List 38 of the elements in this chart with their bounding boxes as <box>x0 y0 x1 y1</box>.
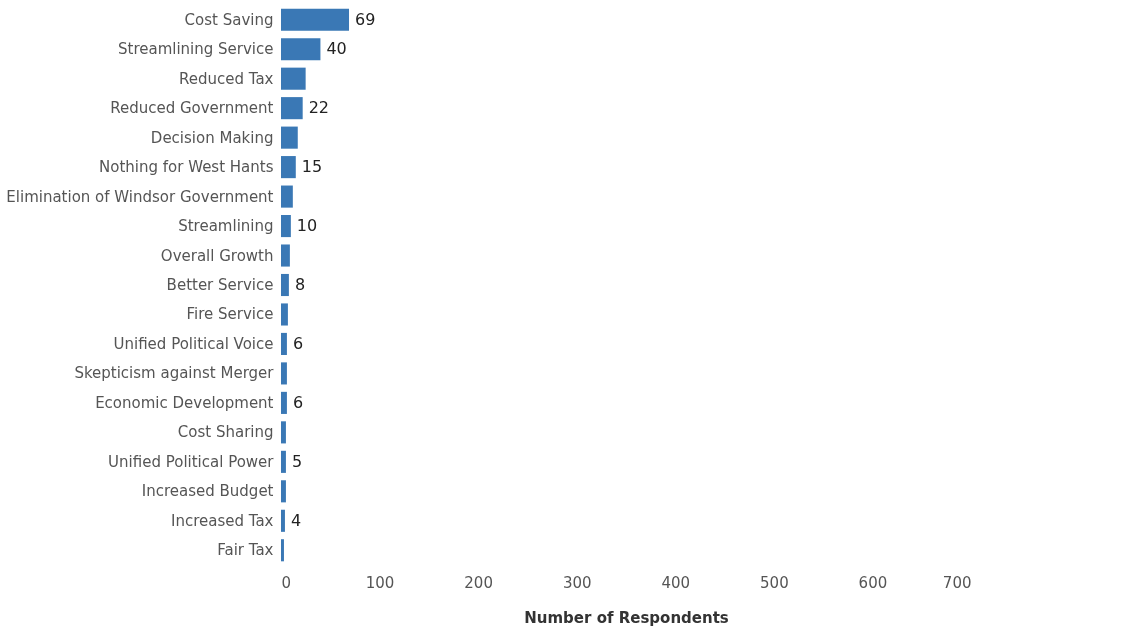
x-tick-label: 400 <box>661 573 691 592</box>
y-tick-label: Economic Development <box>95 393 274 412</box>
x-tick-label: 200 <box>464 573 493 592</box>
data-label: 6 <box>292 333 304 353</box>
data-label: 5 <box>291 451 303 471</box>
y-tick-label: Nothing for West Hants <box>99 158 274 177</box>
y-tick-label: Unified Political Power <box>108 452 275 471</box>
data-label: 22 <box>308 98 330 118</box>
x-tick-label: 100 <box>365 573 395 592</box>
data-label: 69 <box>355 9 376 29</box>
x-tick-label: 700 <box>942 573 972 592</box>
y-tick-label: Increased Budget <box>141 482 274 501</box>
y-tick-label: Reduced Tax <box>178 69 274 88</box>
y-tick-label: Cost Saving <box>184 10 274 29</box>
x-axis-title: Number of Respondents <box>524 608 729 627</box>
y-tick-label: Better Service <box>166 276 274 294</box>
data-label: 10 <box>296 216 318 236</box>
y-tick-label: Unified Political Voice <box>113 334 274 353</box>
data-label: 15 <box>301 157 323 177</box>
y-tick-label: Streamlining Service <box>117 40 274 59</box>
x-tick-label: 300 <box>562 573 592 592</box>
data-label: 40 <box>326 39 347 59</box>
y-tick-label: Overall Growth <box>160 246 274 265</box>
y-tick-label: Skepticism against Merger <box>74 364 275 383</box>
y-tick-label: Increased Tax <box>170 511 274 530</box>
x-tick-label: 500 <box>760 573 789 592</box>
data-label: 8 <box>294 275 306 294</box>
data-label: 4 <box>290 510 302 530</box>
y-tick-label: Reduced Government <box>110 99 274 118</box>
y-tick-label: Decision Making <box>150 128 274 147</box>
y-tick-label: Fire Service <box>186 305 274 324</box>
x-tick-label: 0 <box>281 573 292 592</box>
y-tick-label: Elimination of Windsor Government <box>6 187 274 206</box>
data-label: 6 <box>292 392 304 412</box>
y-tick-label: Streamlining <box>178 217 274 236</box>
x-tick-label: 600 <box>858 573 888 592</box>
y-tick-label: Cost Sharing <box>177 423 274 442</box>
y-tick-label: Fair Tax <box>217 541 274 560</box>
